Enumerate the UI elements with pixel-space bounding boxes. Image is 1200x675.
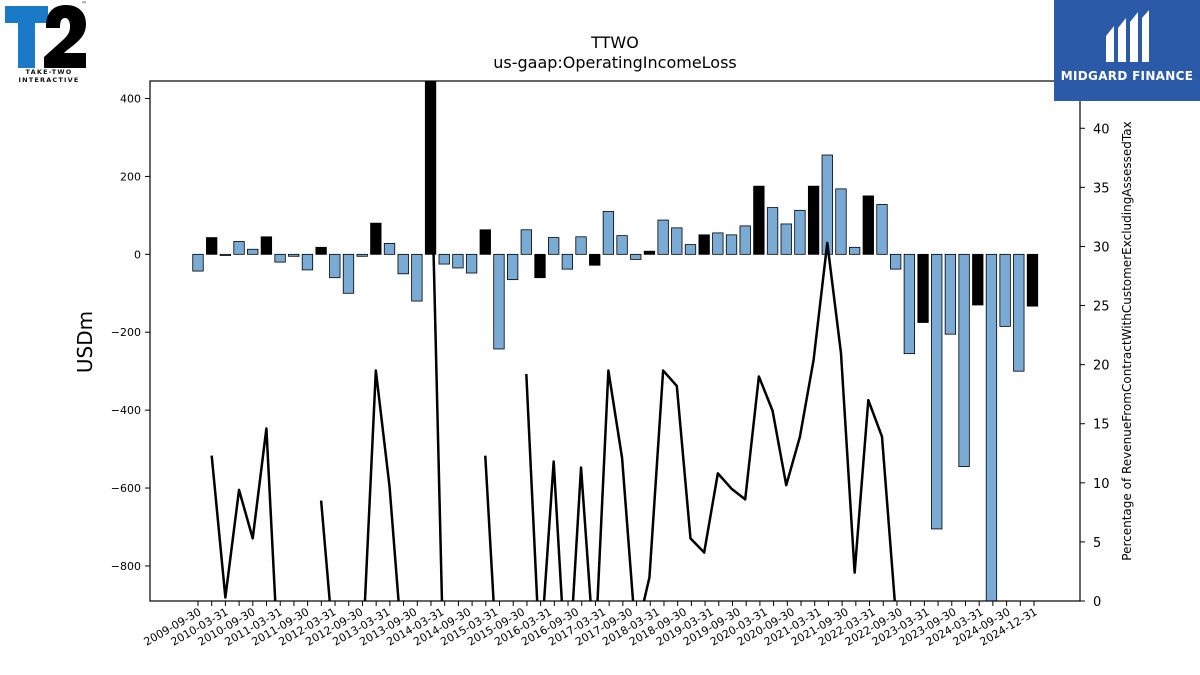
bar [247,248,259,255]
bar [630,253,642,260]
plot-area: 4002000−200−400−600−80005101520253035402… [111,80,1110,649]
y2-tick-label: 40 [1093,122,1110,137]
y2-tick-label: 10 [1093,477,1110,492]
bar [370,222,382,255]
y-tick-label: −400 [111,404,141,417]
bar [972,253,984,306]
bar [917,253,929,323]
bar [342,253,355,294]
bar [1013,253,1025,372]
bar [561,253,574,270]
bar [274,253,286,263]
y2-tick-label: 25 [1093,300,1110,315]
bar [452,253,464,269]
bar [192,253,204,272]
t2-logo-line2: INTERACTIVE [18,76,80,84]
bar [698,234,710,255]
bar [356,253,368,257]
bar [876,204,888,255]
bar [835,188,847,255]
y-tick-label: −200 [111,326,141,339]
bar [684,244,697,255]
y-axis-label: USDm [73,311,97,373]
y-tick-label: 400 [120,93,141,106]
t2-logo-line1: TAKE-TWO [25,68,73,76]
bar [397,253,409,275]
bar [944,253,957,335]
midgard-logo-text: MIDGARD FINANCE [1060,69,1194,83]
bar [493,253,505,350]
y2-tick-label: 20 [1093,359,1110,374]
y-tick-label: −800 [111,560,141,573]
bar [999,253,1011,327]
midgard-mark-icon [1106,10,1149,62]
y-tick-label: 200 [120,170,141,183]
bar [903,253,916,355]
bar [288,253,300,257]
y2-tick-label: 5 [1093,536,1101,551]
bar [206,237,218,255]
bar [780,223,792,255]
bar [548,237,560,255]
bar [506,253,519,281]
bar [534,253,546,279]
bar [575,236,587,255]
bar [931,253,943,530]
bar [383,243,396,255]
t2-tm-mark: ™ [81,1,87,8]
plot-frame [149,80,1081,602]
y-tick-label: 0 [134,248,141,261]
midgard-finance-logo: MIDGARD FINANCE [1054,0,1200,101]
bar-series [192,81,1039,601]
line-series [210,128,897,601]
t2-logo-icon [5,5,86,68]
bar [479,229,491,255]
bar [821,154,833,255]
bar [848,246,861,255]
bar [766,207,779,255]
bar [958,253,970,468]
bar [753,185,765,255]
bar [329,253,341,279]
bar [807,185,820,255]
y2-tick-label: 0 [1093,595,1101,610]
bar [520,229,532,255]
bar [315,246,327,255]
bar [219,253,232,256]
y2-tick-label: 15 [1093,418,1110,433]
bar [411,253,423,302]
bar [890,253,902,270]
y-tick-label: −600 [111,482,141,495]
chart-title: TTWO [590,33,639,52]
bar [465,253,478,274]
y2-tick-label: 35 [1093,181,1110,196]
bar [739,225,751,255]
bar [301,253,314,271]
bar [233,241,245,255]
bar [671,227,683,255]
series-line [210,128,897,601]
y2-tick-label: 30 [1093,240,1110,255]
bar [602,211,615,255]
bar [643,250,656,255]
bar [260,236,273,255]
bar [862,195,874,255]
bar [985,253,998,601]
chart-subtitle: us-gaap:OperatingIncomeLoss [493,53,737,72]
bar [794,209,806,255]
y2-axis-label: Percentage of RevenueFromContractWithCus… [1120,121,1134,560]
bar [589,253,601,266]
bar [1026,253,1039,307]
take-two-logo: ™ TAKE-TWO INTERACTIVE [4,1,90,84]
bar [712,232,724,255]
bar [657,219,669,255]
bar [616,235,628,255]
bar [725,234,738,255]
bar [438,253,450,265]
